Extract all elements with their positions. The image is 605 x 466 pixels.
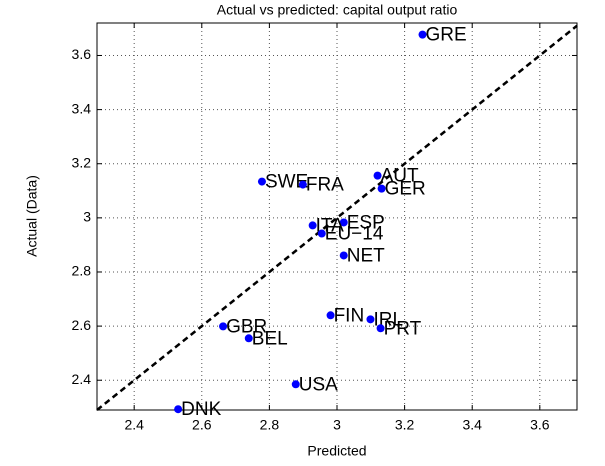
point bbox=[377, 184, 386, 193]
x-tick-label: 3 bbox=[333, 417, 341, 433]
point-label: SWE bbox=[265, 172, 308, 193]
point bbox=[326, 311, 335, 320]
point bbox=[373, 171, 382, 180]
y-axis-label: Actual (Data) bbox=[24, 175, 40, 257]
point-label: PRT bbox=[384, 318, 422, 339]
point-label: NET bbox=[347, 245, 385, 266]
point-label: GRE bbox=[426, 25, 467, 46]
point bbox=[257, 177, 266, 186]
point-label: GBR bbox=[226, 316, 267, 337]
x-axis-label: Predicted bbox=[307, 443, 366, 459]
x-tick-label: 2.8 bbox=[260, 417, 280, 433]
y-tick-label: 3.4 bbox=[72, 100, 92, 116]
point bbox=[317, 229, 326, 238]
point bbox=[298, 180, 307, 189]
point bbox=[291, 380, 300, 389]
y-tick-label: 3.2 bbox=[72, 154, 92, 170]
point bbox=[219, 322, 228, 331]
y-tick-label: 2.8 bbox=[72, 263, 92, 279]
y-tick-label: 3.6 bbox=[72, 46, 92, 62]
point-label: EU−14 bbox=[325, 224, 384, 245]
y-tick-label: 3 bbox=[83, 209, 91, 225]
y-tick-label: 2.4 bbox=[72, 371, 92, 387]
x-tick-label: 2.4 bbox=[124, 417, 144, 433]
point bbox=[174, 405, 183, 414]
reference-line bbox=[96, 24, 578, 411]
y-tick-label: 2.6 bbox=[72, 317, 92, 333]
chart-title: Actual vs predicted: capital output rati… bbox=[217, 2, 458, 18]
point-label: USA bbox=[299, 374, 338, 395]
point-label: DNK bbox=[181, 399, 221, 420]
point bbox=[244, 334, 253, 343]
x-tick-label: 3.4 bbox=[462, 417, 482, 433]
point bbox=[418, 30, 427, 39]
point-label: AUT bbox=[381, 166, 419, 187]
point-label: BEL bbox=[252, 328, 288, 349]
point-label: FIN bbox=[334, 305, 365, 326]
x-tick-label: 2.6 bbox=[192, 417, 212, 433]
point bbox=[308, 221, 317, 230]
point bbox=[376, 324, 385, 333]
point-label: FRA bbox=[306, 175, 344, 196]
point-label: ESP bbox=[347, 212, 385, 233]
plot-frame bbox=[96, 22, 578, 411]
point bbox=[339, 218, 348, 227]
point bbox=[339, 251, 348, 260]
x-tick-label: 3.6 bbox=[530, 417, 550, 433]
x-tick-label: 3.2 bbox=[395, 417, 415, 433]
point bbox=[366, 315, 375, 324]
point-label: GER bbox=[385, 179, 426, 200]
